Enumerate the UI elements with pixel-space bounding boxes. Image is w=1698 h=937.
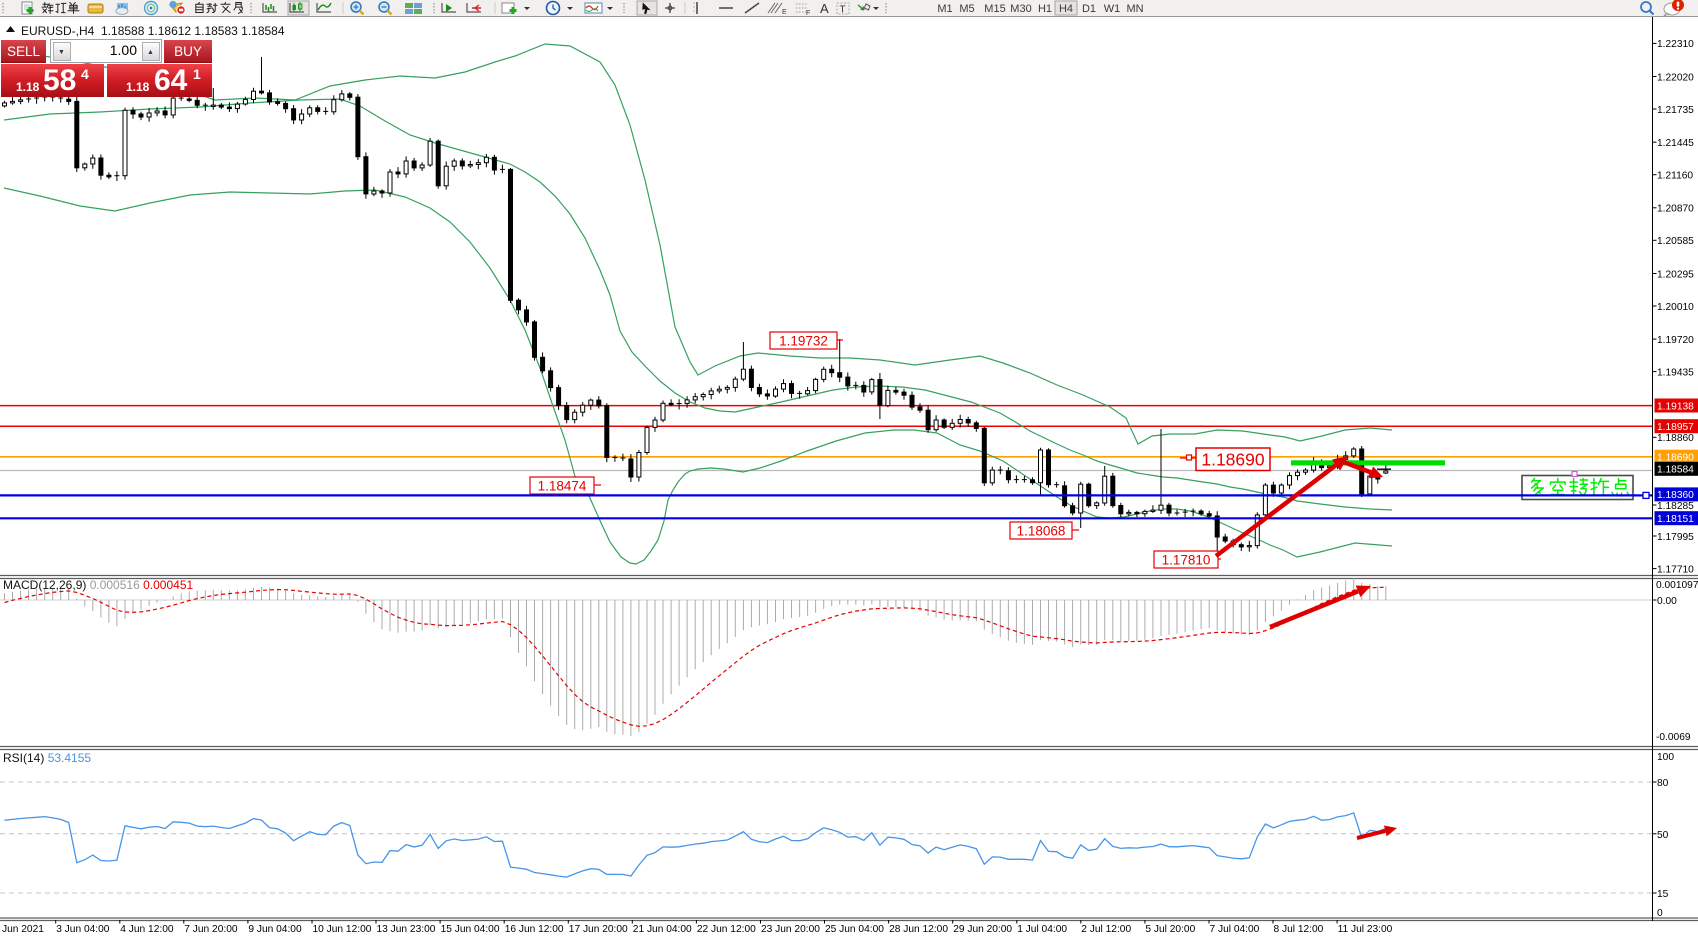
svg-text:1.18151: 1.18151 [1657,514,1694,525]
svg-text:29 Jun 20:00: 29 Jun 20:00 [953,924,1012,935]
svg-text:1.22020: 1.22020 [1657,72,1694,83]
svg-text:1.20295: 1.20295 [1657,269,1694,280]
svg-text:0.001097: 0.001097 [1656,580,1698,591]
svg-text:1.19138: 1.19138 [1657,401,1694,412]
svg-text:23 Jun 20:00: 23 Jun 20:00 [761,924,820,935]
svg-text:11 Jul 23:00: 11 Jul 23:00 [1338,924,1393,935]
svg-text:1 Jul 04:00: 1 Jul 04:00 [1017,924,1067,935]
svg-text:17 Jun 20:00: 17 Jun 20:00 [569,924,628,935]
svg-text:1.18690: 1.18690 [1201,450,1265,470]
svg-text:1.22310: 1.22310 [1657,39,1694,50]
svg-text:1.18860: 1.18860 [1657,433,1694,444]
svg-text:1.18285: 1.18285 [1657,501,1694,512]
svg-text:1.17995: 1.17995 [1657,532,1694,543]
svg-text:1.19732: 1.19732 [779,333,828,348]
svg-text:1.20010: 1.20010 [1657,302,1694,313]
svg-text:1.18957: 1.18957 [1657,422,1694,433]
svg-text:16 Jun 12:00: 16 Jun 12:00 [505,924,564,935]
svg-text:1.19435: 1.19435 [1657,367,1694,378]
svg-text:10 Jun 12:00: 10 Jun 12:00 [313,924,372,935]
svg-text:MN: MN [1126,3,1143,15]
svg-text:E: E [782,9,787,16]
svg-text:1.20585: 1.20585 [1657,236,1694,247]
svg-text:D1: D1 [1082,3,1096,15]
svg-text:0.00: 0.00 [1657,596,1677,607]
svg-text:21 Jun 04:00: 21 Jun 04:00 [633,924,692,935]
svg-text:MACD(12,26,9) 0.000516 0.00045: MACD(12,26,9) 0.000516 0.000451 [3,578,193,592]
svg-text:1.21160: 1.21160 [1657,171,1693,182]
svg-text:1.18474: 1.18474 [538,478,587,493]
svg-text:1.18360: 1.18360 [1657,490,1694,501]
svg-text:T: T [840,5,846,16]
svg-text:1.19720: 1.19720 [1657,335,1694,346]
svg-text:3 Jun 04:00: 3 Jun 04:00 [56,924,110,935]
svg-text:22 Jun 12:00: 22 Jun 12:00 [697,924,756,935]
svg-text:8 Jul 12:00: 8 Jul 12:00 [1274,924,1324,935]
svg-text:13 Jun 23:00: 13 Jun 23:00 [377,924,436,935]
svg-text:A: A [820,1,829,16]
svg-text:W1: W1 [1104,3,1121,15]
svg-text:M30: M30 [1010,3,1031,15]
svg-text:100: 100 [1657,752,1674,763]
svg-text:0: 0 [1657,908,1663,919]
svg-text:Jun 2021: Jun 2021 [2,924,44,935]
svg-text:1.17810: 1.17810 [1162,552,1211,567]
svg-text:H1: H1 [1038,3,1052,15]
svg-text:9 Jun 04:00: 9 Jun 04:00 [248,924,302,935]
svg-text:25 Jun 04:00: 25 Jun 04:00 [825,924,884,935]
svg-text:7 Jun 20:00: 7 Jun 20:00 [184,924,238,935]
svg-text:1.20870: 1.20870 [1657,204,1694,215]
svg-text:EURUSD-,H4 1.18588 1.18612 1.: EURUSD-,H4 1.18588 1.18612 1.18583 1.185… [21,24,285,38]
svg-text:1.18584: 1.18584 [1657,465,1694,476]
svg-text:2 Jul 12:00: 2 Jul 12:00 [1081,924,1131,935]
svg-text:28 Jun 12:00: 28 Jun 12:00 [889,924,948,935]
svg-text:1.21445: 1.21445 [1657,138,1694,149]
svg-text:M5: M5 [959,3,974,15]
svg-text:M15: M15 [984,3,1005,15]
svg-text:F: F [806,10,810,17]
svg-text:5 Jul 20:00: 5 Jul 20:00 [1145,924,1195,935]
svg-text:15: 15 [1657,889,1669,900]
svg-text:7 Jul 04:00: 7 Jul 04:00 [1210,924,1260,935]
svg-text:80: 80 [1657,778,1669,789]
svg-text:H4: H4 [1059,3,1073,15]
svg-text:1.18068: 1.18068 [1017,523,1066,538]
svg-text:1.18690: 1.18690 [1657,453,1694,464]
svg-text:15 Jun 04:00: 15 Jun 04:00 [441,924,500,935]
svg-text:4 Jun 12:00: 4 Jun 12:00 [120,924,174,935]
svg-text:1.21735: 1.21735 [1657,105,1694,116]
svg-text:RSI(14) 53.4155: RSI(14) 53.4155 [3,751,91,765]
svg-text:-0.0069: -0.0069 [1656,732,1691,743]
svg-text:M1: M1 [937,3,952,15]
svg-text:50: 50 [1657,830,1669,841]
svg-text:1.17710: 1.17710 [1657,564,1694,575]
